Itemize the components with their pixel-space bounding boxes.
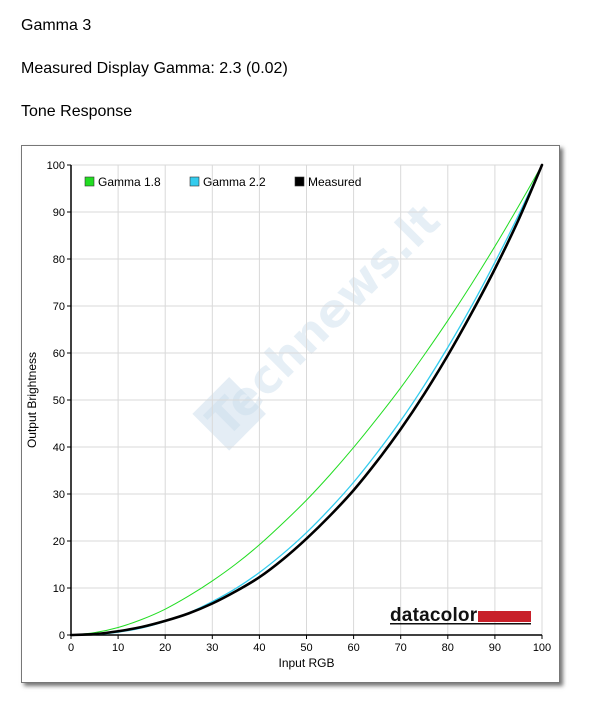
x-tick-label: 10: [112, 642, 124, 654]
y-tick-label: 50: [53, 395, 65, 407]
x-tick-label: 40: [253, 642, 265, 654]
y-tick-label: 10: [53, 583, 65, 595]
legend-swatch-gamma-1-8: [84, 176, 95, 187]
legend-label-measured: Measured: [308, 175, 361, 189]
y-tick-label: 80: [53, 254, 65, 266]
logo-text: datacolor: [390, 605, 478, 626]
y-tick-label: 70: [53, 301, 65, 313]
legend-swatch-gamma-2-2: [189, 176, 200, 187]
measured-gamma-text: Measured Display Gamma: 2.3 (0.02): [21, 60, 288, 77]
watermark-text: Technews.lt: [196, 193, 450, 447]
x-tick-label: 70: [395, 642, 407, 654]
logo-underline: [390, 623, 531, 625]
x-tick-label: 0: [68, 642, 74, 654]
section-title: Tone Response: [21, 103, 133, 120]
grid: [71, 164, 543, 635]
series: [69, 163, 544, 637]
legend-label-gamma-1-8: Gamma 1.8: [98, 175, 161, 189]
logo-bar: [478, 611, 531, 622]
series-line-measured: [69, 163, 544, 637]
x-axis-title: Input RGB: [278, 656, 334, 670]
y-axis-title: Output Brightness: [25, 352, 39, 448]
y-tick-label: 60: [53, 348, 65, 360]
axes: 0 10 20 30 40 50 60 70 80 90 100 0 10 20 30 40 50 60 70 80 9…: [47, 160, 552, 654]
y-tick-label: 30: [53, 489, 65, 501]
watermark-logo-box: [192, 377, 266, 451]
x-tick-label: 30: [206, 642, 218, 654]
page-title: Gamma 3: [21, 17, 92, 34]
chart-svg: Technews.lt 0 10 20 30 40 50 60 70 80 90 100 0 10 20 3…: [25, 160, 552, 670]
x-tick-label: 60: [347, 642, 359, 654]
x-tick-label: 50: [300, 642, 312, 654]
series-line-gamma-1-8: [70, 164, 543, 636]
legend-label-gamma-2-2: Gamma 2.2: [203, 175, 266, 189]
y-tick-label: 40: [53, 442, 65, 454]
x-tick-label: 80: [442, 642, 454, 654]
x-tick-label: 100: [533, 642, 551, 654]
datacolor-logo: datacolor: [390, 605, 531, 626]
y-tick-label: 100: [47, 160, 65, 172]
legend: Gamma 1.8 Gamma 2.2 Measured: [84, 175, 361, 189]
x-tick-label: 20: [159, 642, 171, 654]
y-tick-label: 0: [59, 630, 65, 642]
y-tick-label: 90: [53, 207, 65, 219]
y-tick-label: 20: [53, 536, 65, 548]
tone-response-chart: Technews.lt 0 10 20 30 40 50 60 70 80 90 100 0 10 20 3…: [21, 145, 560, 683]
legend-swatch-measured: [294, 176, 305, 187]
x-tick-label: 90: [489, 642, 501, 654]
